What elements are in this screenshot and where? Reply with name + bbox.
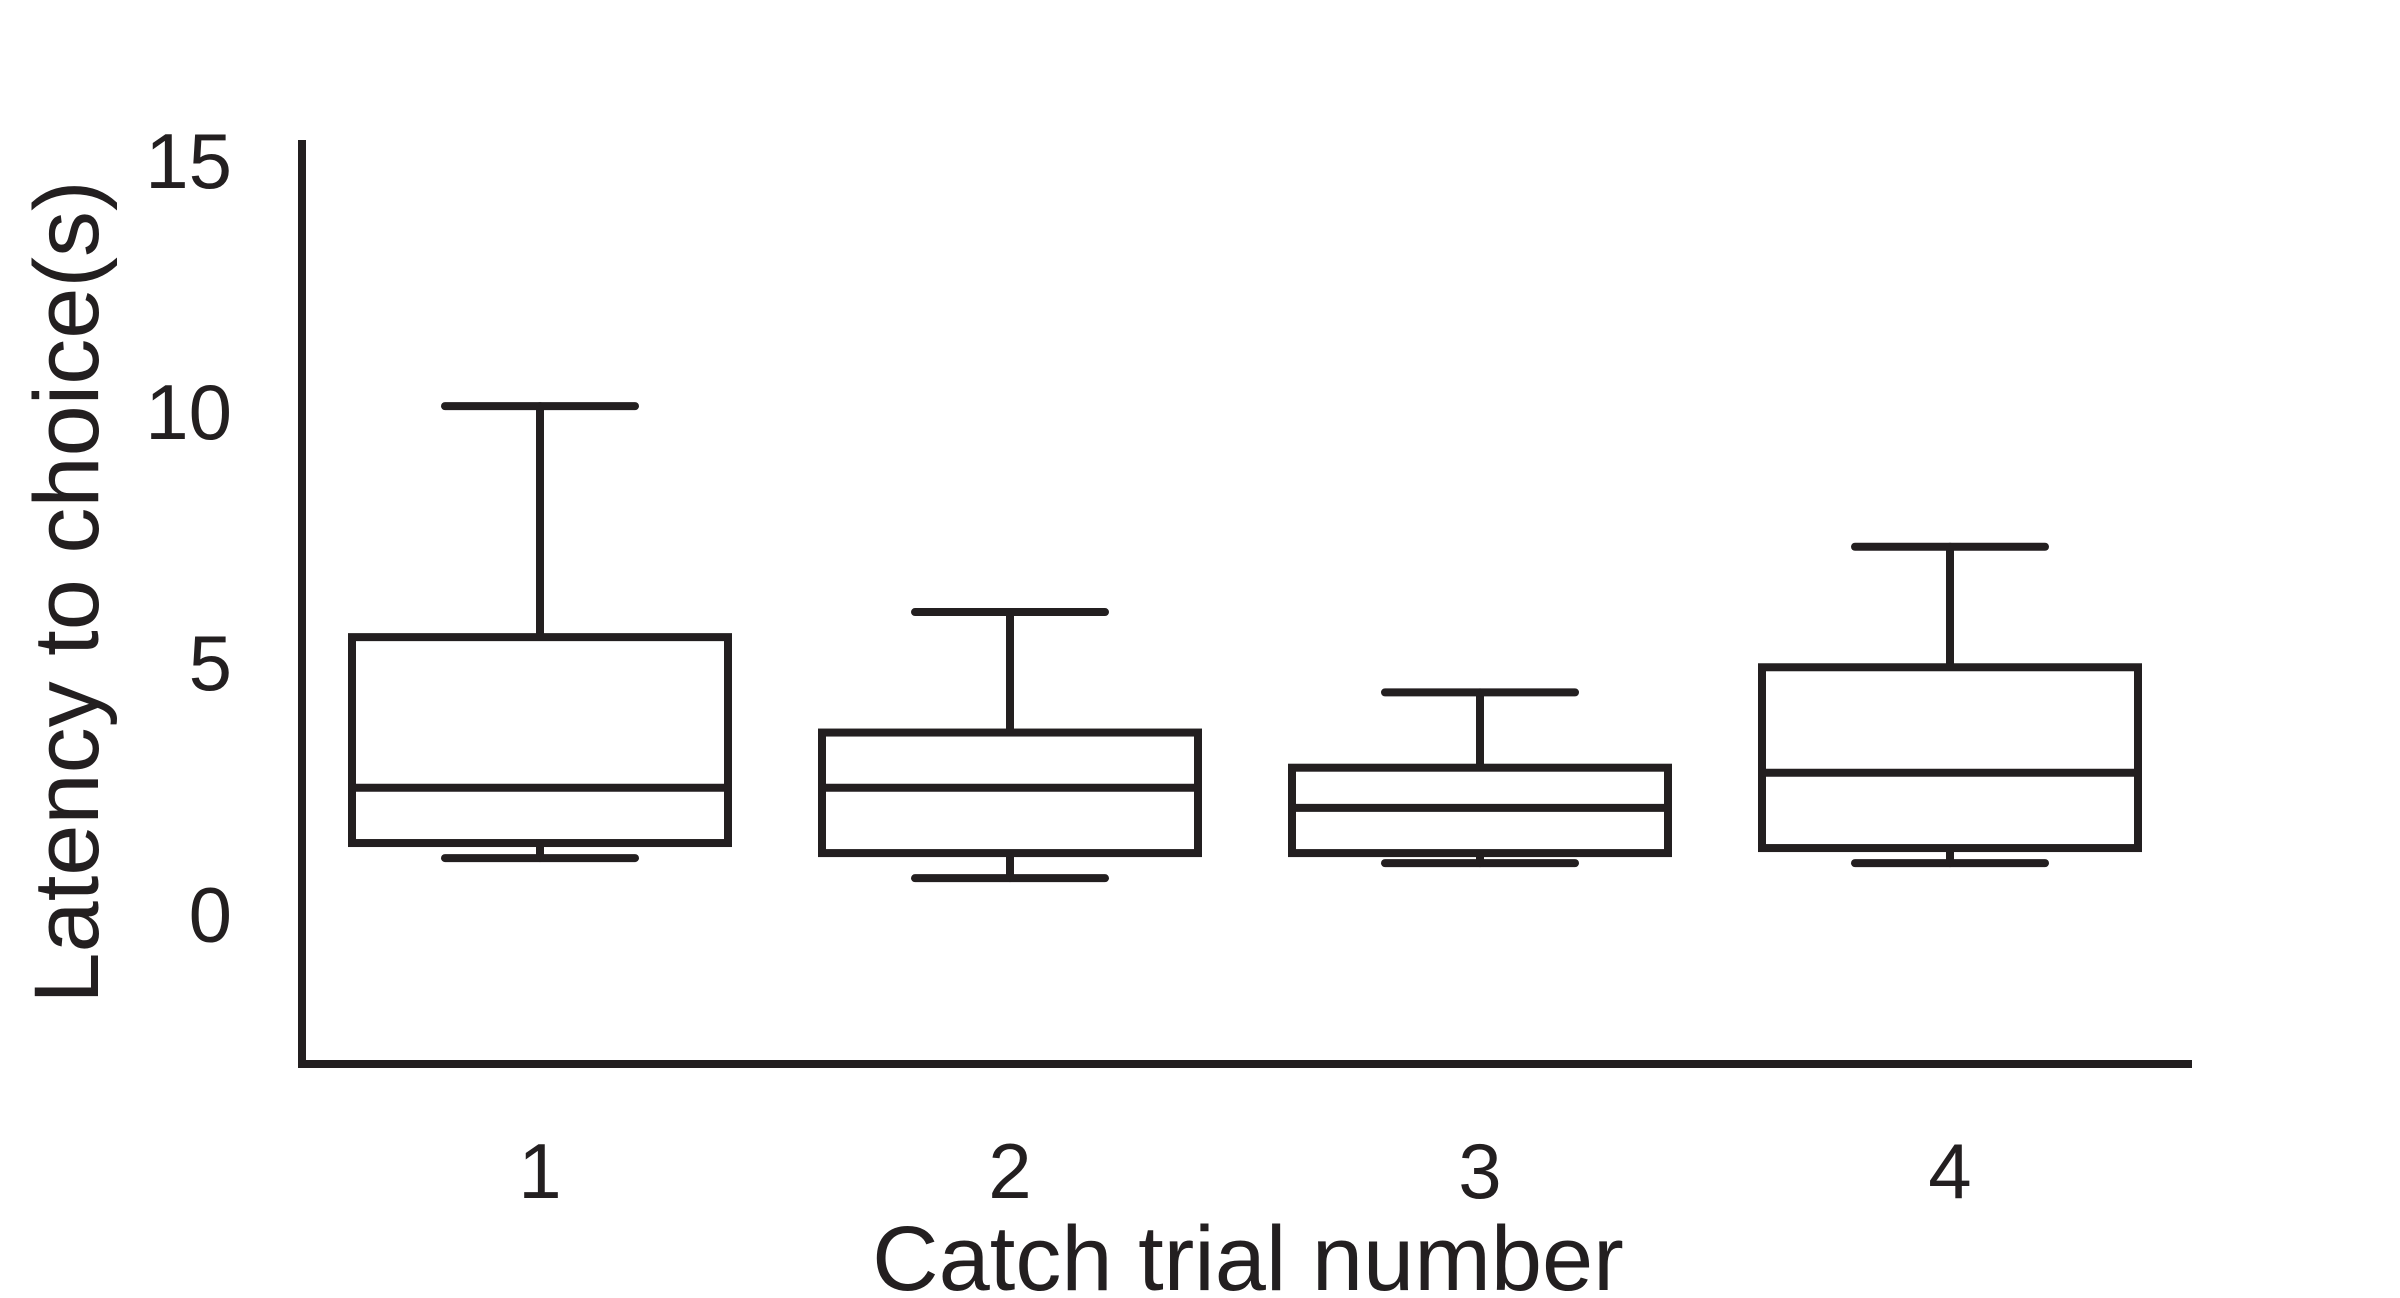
iqr-box bbox=[818, 728, 1202, 858]
y-tick-label: 15 bbox=[145, 117, 232, 205]
x-tick-label: 4 bbox=[1928, 1127, 1971, 1215]
box-1 bbox=[348, 402, 732, 863]
y-tick-labels: 0 5 10 15 bbox=[145, 117, 232, 958]
x-tick-labels: 1 2 3 4 bbox=[518, 1127, 1971, 1215]
y-axis-title: Latency to choice(s) bbox=[16, 180, 118, 1003]
box-4 bbox=[1758, 542, 2142, 868]
y-tick-label: 10 bbox=[145, 368, 232, 456]
box-3 bbox=[1288, 688, 1672, 868]
y-tick-label: 0 bbox=[189, 870, 232, 958]
x-tick-label: 3 bbox=[1458, 1127, 1501, 1215]
x-tick-label: 2 bbox=[988, 1127, 1031, 1215]
iqr-box bbox=[348, 633, 732, 848]
x-axis-title: Catch trial number bbox=[872, 1208, 1624, 1298]
iqr-box bbox=[1758, 663, 2142, 853]
box-series bbox=[348, 402, 2142, 883]
x-tick-label: 1 bbox=[518, 1127, 561, 1215]
axes bbox=[298, 140, 2192, 1068]
y-tick-label: 5 bbox=[189, 619, 232, 707]
box-2 bbox=[818, 608, 1202, 883]
